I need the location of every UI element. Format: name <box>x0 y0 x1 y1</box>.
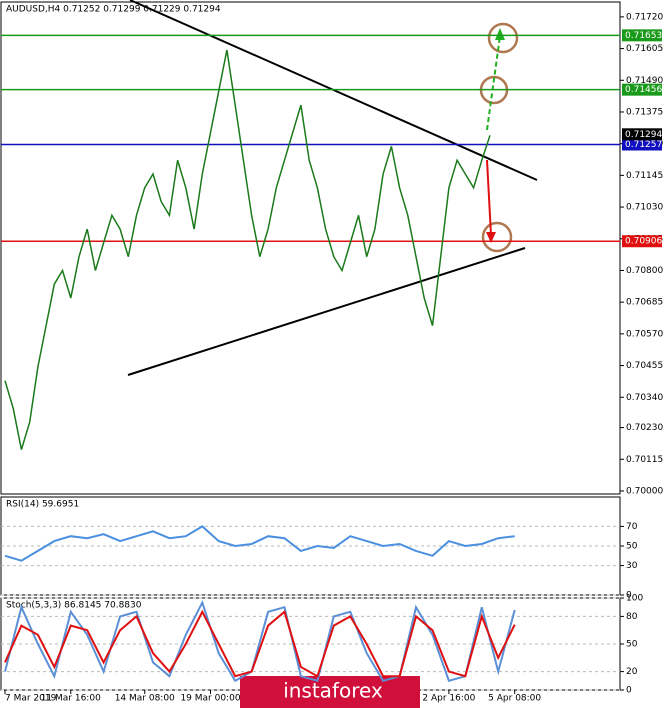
target-circle <box>481 221 513 253</box>
series-line <box>4 609 516 678</box>
rsi-title: RSI(14) 59.6951 <box>6 500 79 510</box>
y-tick-label: 0.71030 <box>626 203 663 213</box>
x-tick-label: 11 Mar 16:00 <box>41 694 101 704</box>
series-line <box>4 49 491 450</box>
y-tick-label: 0.70340 <box>626 393 663 403</box>
stoch-title: Stoch(5,3,3) 86.8145 70.8830 <box>6 601 142 611</box>
arrow <box>486 35 501 131</box>
level-tag <box>622 83 662 96</box>
current-label: 0.71294 <box>625 130 662 140</box>
y-tick-label: 20 <box>626 667 638 677</box>
x-tick-label: 2 Apr 16:00 <box>422 694 475 704</box>
watermark: instaforex <box>283 679 383 703</box>
y-tick-label: 0.70230 <box>626 423 663 433</box>
current-tag <box>622 128 662 141</box>
y-tick-label: 0.71490 <box>626 76 663 86</box>
y-tick-label: 0.71720 <box>626 12 663 22</box>
level-label: 0.71653 <box>625 31 662 41</box>
series-line <box>4 600 516 683</box>
y-tick-label: 0.71375 <box>626 107 663 117</box>
x-tick-label: 7 Mar 2019 <box>5 694 57 704</box>
level-tag <box>622 235 662 248</box>
annotations <box>127 0 538 376</box>
level-label: 0.71456 <box>625 85 662 95</box>
y-tick-label: 0 <box>626 686 632 696</box>
trend-line <box>127 247 526 376</box>
y-tick-label: 30 <box>626 561 638 571</box>
y-tick-label: 0 <box>626 591 632 601</box>
chart-title: AUDUSD,H4 0.71252 0.71299 0.71229 0.7129… <box>6 5 221 15</box>
y-tick-label: 100 <box>626 594 643 604</box>
level-tag <box>622 29 662 42</box>
y-tick-label: 0.71605 <box>626 44 663 54</box>
level-label: 0.70906 <box>625 237 662 247</box>
y-tick-label: 80 <box>626 612 638 622</box>
y-tick-label: 0.70570 <box>626 329 663 339</box>
y-tick-label: 0.71145 <box>626 171 663 181</box>
level-label: 0.71257 <box>625 140 662 150</box>
arrow-head <box>495 28 505 40</box>
y-tick-label: 0.70800 <box>626 266 663 276</box>
y-tick-label: 0.70685 <box>626 298 663 308</box>
level-tag <box>622 138 662 151</box>
y-tick-label: 50 <box>626 640 638 650</box>
y-tick-label: 0.70000 <box>626 486 663 496</box>
y-tick-label: 50 <box>626 542 638 552</box>
main-panel <box>0 1 621 495</box>
series-line <box>4 525 515 562</box>
x-tick-label: 14 Mar 08:00 <box>115 694 175 704</box>
x-tick-label: 19 Mar 00:00 <box>180 694 240 704</box>
target-circle <box>487 22 519 54</box>
watermark-box <box>240 676 420 708</box>
arrow-head <box>486 232 496 243</box>
y-tick-label: 0.70115 <box>626 455 663 465</box>
y-tick-label: 0.70455 <box>626 361 663 371</box>
arrow <box>486 159 492 236</box>
y-tick-label: 70 <box>626 522 638 532</box>
x-tick-label: 5 Apr 08:00 <box>488 694 541 704</box>
